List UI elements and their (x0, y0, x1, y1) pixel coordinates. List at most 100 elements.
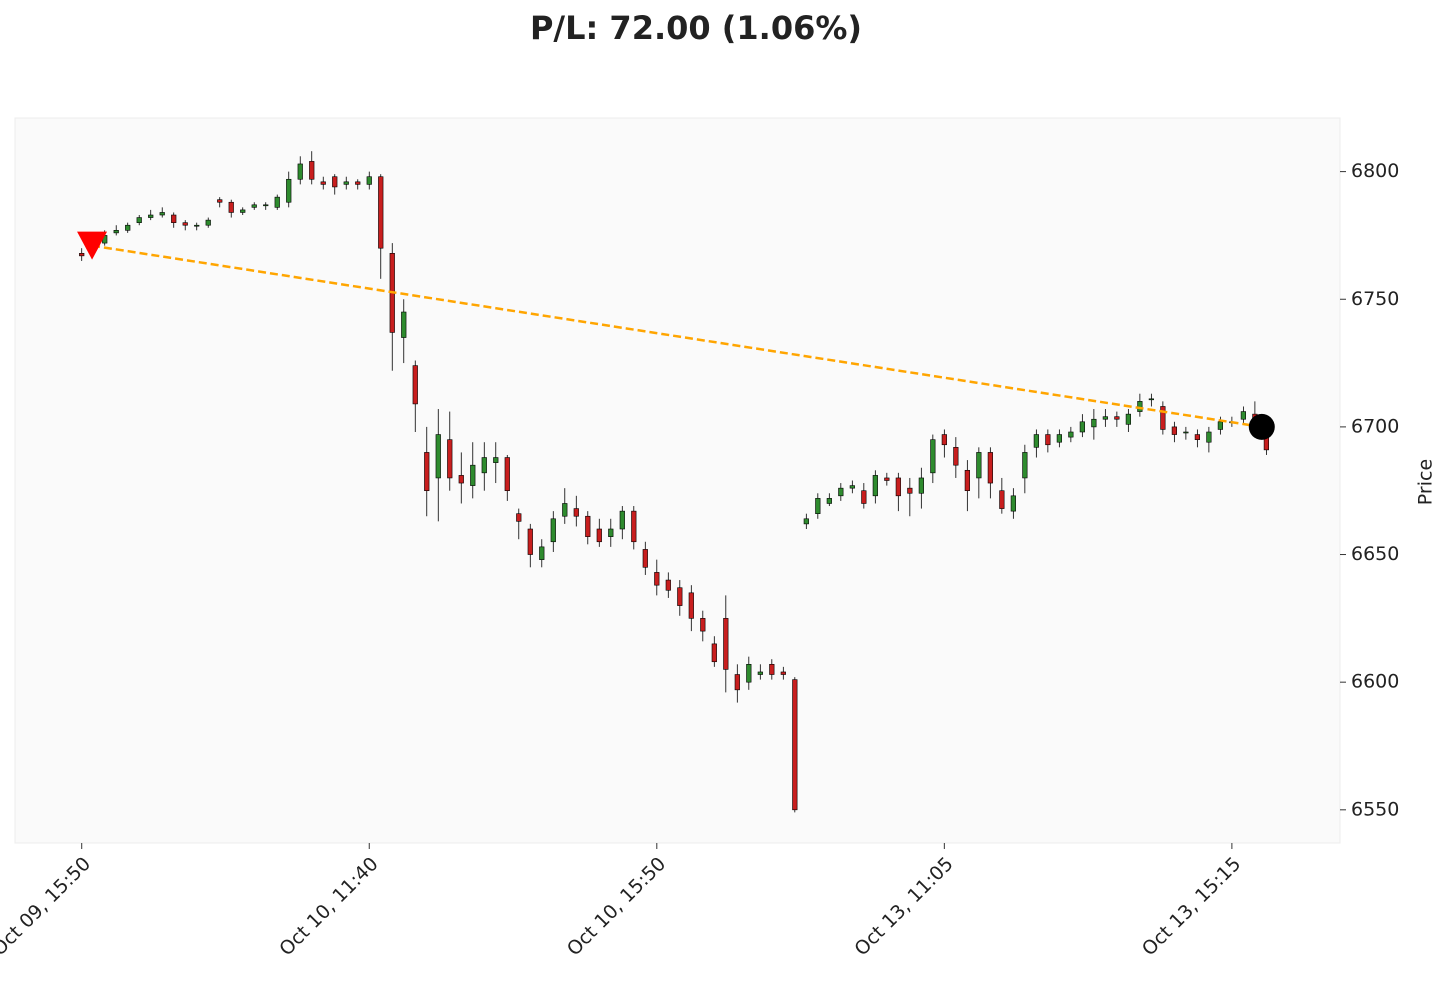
candle-body (1183, 431, 1189, 434)
candle-body (884, 477, 890, 481)
candle-body (79, 252, 85, 257)
candle-body (343, 181, 349, 185)
y-tick-label: 6600 (1351, 671, 1399, 693)
candle-body (1160, 406, 1166, 430)
candle-body (803, 518, 809, 525)
candle-body (366, 176, 372, 185)
candle-body (769, 664, 775, 675)
candle-body (286, 178, 292, 203)
candle-body (355, 181, 361, 185)
y-tick-label: 6550 (1351, 798, 1399, 820)
candle-body (136, 217, 142, 223)
candle-body (780, 671, 786, 675)
candle-body (976, 452, 982, 479)
candle-body (849, 485, 855, 489)
candle-body (1068, 431, 1074, 438)
candle-body (861, 490, 867, 504)
x-tick-label: Oct 10, 11:40 (275, 853, 382, 960)
candle-body (665, 579, 671, 591)
candle-body (688, 592, 694, 619)
candle-body (1171, 426, 1177, 435)
y-tick-label: 6650 (1351, 543, 1399, 565)
candle-body (941, 434, 947, 446)
candle-body (205, 219, 211, 226)
candle-body (113, 230, 119, 234)
y-tick-label: 6800 (1351, 160, 1399, 182)
candle-body (458, 475, 464, 484)
candle-body (251, 204, 257, 208)
candle-body (573, 508, 579, 517)
candle-body (953, 447, 959, 466)
y-axis-label: Price (1415, 459, 1437, 505)
candle-body (424, 452, 430, 492)
candle-body (562, 503, 568, 517)
candle-body (585, 515, 591, 537)
candle-body (148, 214, 154, 218)
candle-body (263, 204, 269, 207)
candle-body (918, 477, 924, 494)
candle-body (723, 618, 729, 670)
y-tick-label: 6750 (1351, 288, 1399, 310)
candle-body (1033, 434, 1039, 448)
candle-body (159, 212, 165, 216)
candle-body (194, 224, 200, 227)
candle-body (171, 214, 177, 223)
x-tick-label: Oct 09, 15:50 (0, 853, 95, 960)
candle-body (228, 201, 234, 213)
candle-body (1240, 411, 1246, 420)
candle-body (378, 176, 384, 249)
x-tick-label: Oct 13, 11:05 (850, 853, 957, 960)
candle-body (872, 475, 878, 497)
candle-body (596, 528, 602, 543)
candle-body (642, 549, 648, 568)
candle-body (907, 487, 913, 494)
candle-body (412, 365, 418, 405)
candle-body (1206, 431, 1212, 443)
candle-body (1125, 413, 1131, 425)
candle-body (550, 518, 556, 543)
candle-body (734, 674, 740, 691)
candle-body (1194, 434, 1200, 440)
chart-title: P/L: 72.00 (1.06%) (530, 9, 862, 47)
x-tick-label: Oct 10, 15:50 (563, 853, 670, 960)
candle-body (1102, 416, 1108, 420)
candle-body (619, 510, 625, 530)
candle-body (401, 311, 407, 338)
candle-body (1056, 434, 1062, 443)
candle-body (504, 457, 510, 492)
candle-body (182, 222, 188, 226)
candle-body (1079, 421, 1085, 433)
candle-body (838, 487, 844, 497)
candle-body (826, 498, 832, 504)
candle-body (527, 528, 533, 555)
candle-body (1137, 401, 1143, 412)
candle-body (435, 434, 441, 479)
candle-body (320, 181, 326, 185)
candle-body (217, 199, 223, 203)
candle-body (700, 618, 706, 632)
candle-body (516, 513, 522, 522)
plot-area (14, 117, 1341, 844)
candle-body (539, 546, 545, 560)
candle-body (1010, 495, 1016, 512)
candle-body (792, 679, 798, 811)
candle-body (481, 457, 487, 474)
y-tick-label: 6700 (1351, 415, 1399, 437)
candle-body (1022, 452, 1028, 479)
candle-body (1091, 418, 1097, 428)
candle-body (493, 457, 499, 463)
candle-body (1114, 416, 1120, 420)
candle-body (470, 464, 476, 486)
candle-body (711, 643, 717, 663)
candle-body (240, 209, 246, 213)
candle-body (125, 224, 131, 231)
candle-body (631, 510, 637, 543)
candle-body (746, 664, 752, 683)
candle-body (654, 572, 660, 586)
candle-body (677, 587, 683, 606)
candle-body (447, 439, 453, 479)
candle-body (1045, 434, 1051, 446)
candle-body (309, 161, 315, 180)
candle-body (1217, 421, 1223, 430)
